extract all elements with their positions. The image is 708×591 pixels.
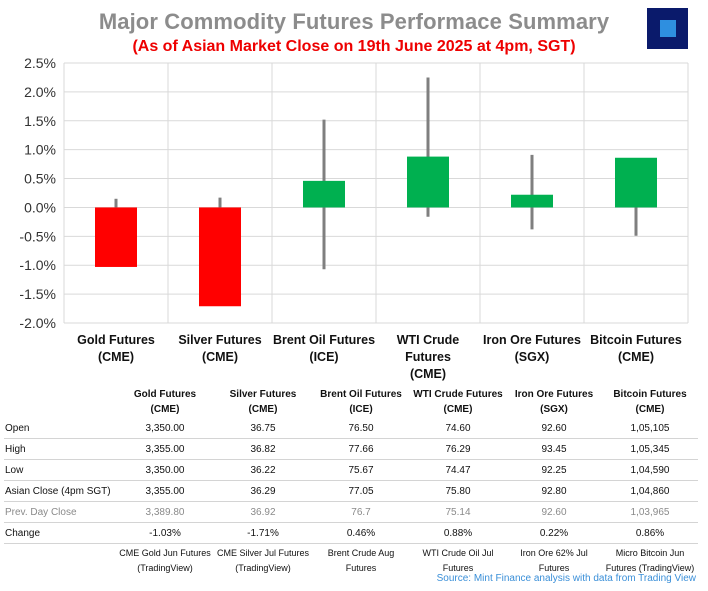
table-column-header: Bitcoin Futures (CME) bbox=[613, 389, 687, 415]
category-label: Iron Ore Futures (SGX) bbox=[483, 333, 581, 364]
y-tick-label: 0.0% bbox=[24, 199, 56, 215]
table-source-cell: Micro Bitcoin Jun Futures (TradingView) bbox=[605, 548, 695, 573]
y-tick-label: -2.0% bbox=[19, 315, 56, 331]
table-cell: 1,04,590 bbox=[602, 459, 698, 481]
chart-title: Major Commodity Futures Performace Summa… bbox=[98, 9, 610, 34]
brand-logo-icon bbox=[647, 8, 688, 49]
y-tick-label: -1.5% bbox=[19, 286, 56, 302]
table-cell: 3,355.00 bbox=[116, 438, 214, 460]
row-label-open: Open bbox=[4, 418, 116, 439]
table-cell: -1.71% bbox=[214, 522, 312, 544]
table-source-cell: WTI Crude Oil Jul Futures bbox=[422, 548, 494, 573]
row-label-change: Change bbox=[4, 522, 116, 544]
table-cell: 1,05,105 bbox=[602, 418, 698, 439]
performance-bar bbox=[95, 207, 137, 267]
performance-bar bbox=[615, 157, 657, 208]
category-label: WTI Crude Futures (CME) bbox=[396, 333, 460, 381]
y-tick-label: 2.5% bbox=[24, 55, 56, 71]
performance-bar bbox=[407, 156, 449, 208]
row-label-high: High bbox=[4, 438, 116, 460]
performance-bar bbox=[199, 207, 241, 307]
table-cell: 36.75 bbox=[214, 418, 312, 439]
table-cell: 77.05 bbox=[312, 480, 410, 502]
chart-subtitle: (As of Asian Market Close on 19th June 2… bbox=[132, 38, 576, 55]
table-cell: 75.80 bbox=[410, 480, 506, 502]
table-source-cell: Iron Ore 62% Jul Futures bbox=[520, 548, 588, 573]
table-cell: 76.50 bbox=[312, 418, 410, 439]
row-label-asian-close: Asian Close (4pm SGT) bbox=[4, 480, 116, 502]
table-cell: 0.22% bbox=[506, 522, 602, 544]
row-label-low: Low bbox=[4, 459, 116, 481]
table-cell: 93.45 bbox=[506, 438, 602, 460]
table-column-header: WTI Crude Futures (CME) bbox=[413, 389, 503, 415]
table-corner-cell bbox=[4, 387, 116, 418]
table-cell: 92.25 bbox=[506, 459, 602, 481]
table-source-row: CME Gold Jun Futures (TradingView) CME Si… bbox=[4, 544, 698, 579]
category-label: Brent Oil Futures (ICE) bbox=[272, 333, 376, 364]
table-row: Low 3,350.00 36.22 75.67 74.47 92.25 1,0… bbox=[4, 459, 698, 481]
table-row: Asian Close (4pm SGT) 3,355.00 36.29 77.… bbox=[4, 480, 698, 502]
y-tick-label: 0.5% bbox=[24, 171, 56, 187]
table-column-header: Silver Futures (CME) bbox=[229, 389, 297, 415]
row-label-prev-close: Prev. Day Close bbox=[4, 501, 116, 523]
table-cell: 75.14 bbox=[410, 501, 506, 523]
table-column-header: Brent Oil Futures (ICE) bbox=[320, 389, 402, 415]
futures-data-table: Gold Futures (CME) Silver Futures (CME) Br… bbox=[4, 387, 698, 578]
table-cell: 74.60 bbox=[410, 418, 506, 439]
table-cell bbox=[4, 544, 116, 579]
table-cell: 3,389.80 bbox=[116, 501, 214, 523]
table-cell: 36.92 bbox=[214, 501, 312, 523]
performance-chart: 2.5% 2.0% 1.5% 1.0% 0.5% 0.0% -0.5% -1.0% -1.5% -… bbox=[19, 55, 689, 331]
table-cell: 92.60 bbox=[506, 501, 602, 523]
table-row: Open 3,350.00 36.75 76.50 74.60 92.60 1,… bbox=[4, 418, 698, 439]
logo-inner-square bbox=[660, 20, 676, 37]
table-cell: -1.03% bbox=[116, 522, 214, 544]
table-row: Prev. Day Close 3,389.80 36.92 76.7 75.1… bbox=[4, 501, 698, 523]
table-source-cell: CME Silver Jul Futures (TradingView) bbox=[216, 548, 310, 573]
table-cell: 1,03,965 bbox=[602, 501, 698, 523]
performance-bar bbox=[303, 180, 345, 208]
table-cell: 3,355.00 bbox=[116, 480, 214, 502]
table-cell: 0.46% bbox=[312, 522, 410, 544]
y-tick-label: 2.0% bbox=[24, 84, 56, 100]
table-header-row: Gold Futures (CME) Silver Futures (CME) Br… bbox=[4, 387, 698, 418]
y-tick-label: 1.0% bbox=[24, 142, 56, 158]
table-row: Change -1.03% -1.71% 0.46% 0.88% 0.22% 0… bbox=[4, 522, 698, 544]
table-cell: 36.82 bbox=[214, 438, 312, 460]
table-cell: 75.67 bbox=[312, 459, 410, 481]
table-cell: 1,05,345 bbox=[602, 438, 698, 460]
y-tick-label: 1.5% bbox=[24, 113, 56, 129]
table-cell: 76.29 bbox=[410, 438, 506, 460]
category-label: Gold Futures (CME) bbox=[77, 333, 155, 364]
table-cell: 36.29 bbox=[214, 480, 312, 502]
category-label: Bitcoin Futures (CME) bbox=[590, 333, 682, 364]
table-cell: 92.60 bbox=[506, 418, 602, 439]
table-cell: 76.7 bbox=[312, 501, 410, 523]
table-cell: 1,04,860 bbox=[602, 480, 698, 502]
table-cell: 3,350.00 bbox=[116, 418, 214, 439]
table-cell: 3,350.00 bbox=[116, 459, 214, 481]
table-column-header: Gold Futures (CME) bbox=[133, 389, 197, 415]
table-cell: 0.86% bbox=[602, 522, 698, 544]
table-cell: 92.80 bbox=[506, 480, 602, 502]
table-row: High 3,355.00 36.82 77.66 76.29 93.45 1,… bbox=[4, 438, 698, 460]
table-cell: 36.22 bbox=[214, 459, 312, 481]
y-tick-label: -0.5% bbox=[19, 228, 56, 244]
source-note: Source: Mint Finance analysis with data … bbox=[436, 573, 696, 584]
table-source-cell: Brent Crude Aug Futures bbox=[327, 548, 395, 573]
table-source-cell: CME Gold Jun Futures (TradingView) bbox=[119, 548, 211, 573]
table-cell: 77.66 bbox=[312, 438, 410, 460]
table-cell: 74.47 bbox=[410, 459, 506, 481]
table-cell: 0.88% bbox=[410, 522, 506, 544]
category-label: Silver Futures (CME) bbox=[178, 333, 262, 364]
table-column-header: Iron Ore Futures (SGX) bbox=[514, 389, 594, 415]
y-tick-label: -1.0% bbox=[19, 257, 56, 273]
performance-bar bbox=[511, 194, 553, 208]
